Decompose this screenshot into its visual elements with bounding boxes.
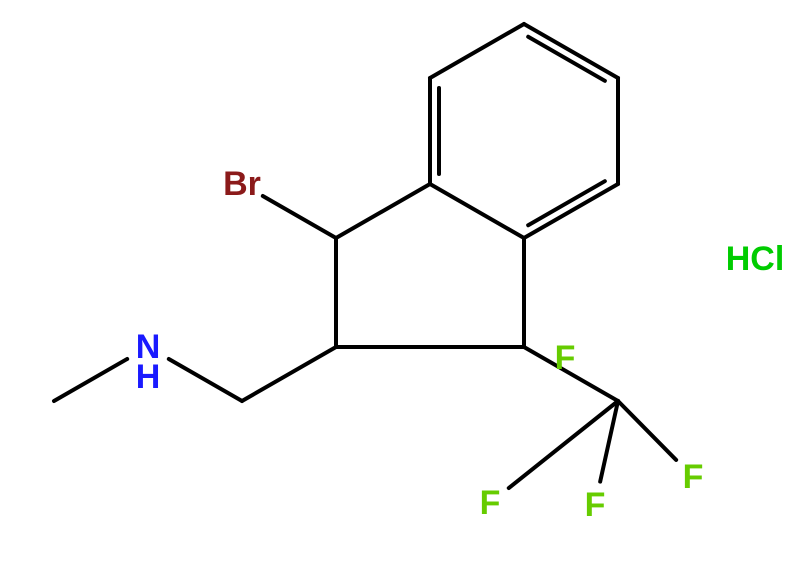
atom-label-f: F [480,484,501,522]
hcl-label: HCl [726,240,785,278]
atom-label-f: F [585,486,606,524]
atom-label-f: F [683,458,704,496]
atom-label-f: F [555,339,576,377]
atom-label-br: Br [223,165,261,203]
molecule-diagram: NHBrFFFFHCl [0,0,800,575]
atom-label-h: H [136,358,161,396]
